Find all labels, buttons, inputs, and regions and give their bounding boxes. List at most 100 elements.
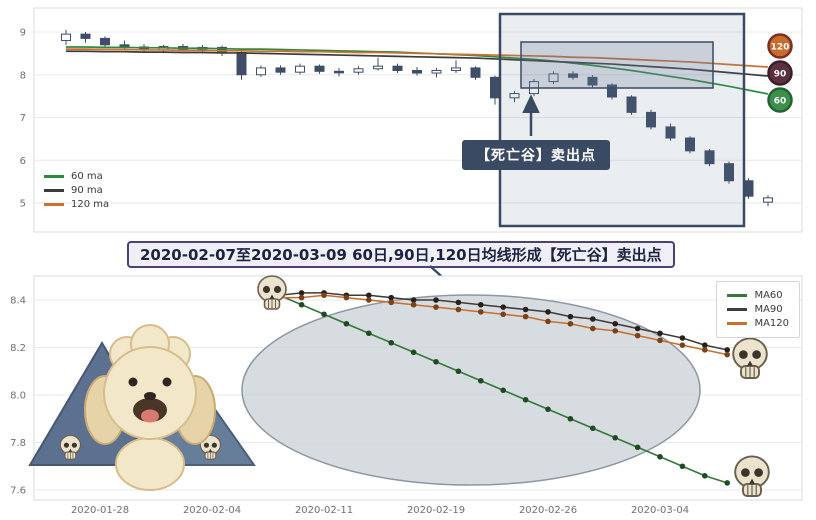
ma-marker-MA120 — [702, 347, 708, 353]
poodle-eye — [163, 378, 172, 387]
ma-marker-MA60 — [568, 416, 574, 422]
ma-marker-MA120 — [635, 333, 641, 339]
poodle-body — [116, 438, 184, 490]
ma-marker-MA60 — [344, 321, 350, 327]
legend-label-ma60: MA60 — [754, 290, 782, 301]
ma-marker-MA90 — [433, 297, 439, 303]
ma-marker-MA120 — [612, 328, 618, 334]
ma-marker-MA60 — [500, 387, 506, 393]
poodle-nose — [144, 392, 156, 400]
ma-marker-MA90 — [500, 304, 506, 310]
legend-entry-60ma: 60 ma — [44, 171, 109, 182]
ma-marker-MA90 — [657, 330, 663, 336]
ma-marker-MA120 — [680, 342, 686, 348]
ma-badge-120-label: 120 — [771, 43, 790, 53]
legend-swatch-ma90 — [727, 308, 747, 311]
svg-text:9: 9 — [20, 28, 26, 39]
ma-marker-MA60 — [478, 378, 484, 384]
ma-marker-MA60 — [657, 454, 663, 460]
ma-marker-MA120 — [388, 300, 394, 306]
ma-marker-MA60 — [456, 368, 462, 374]
svg-text:2020-02-11: 2020-02-11 — [295, 505, 353, 516]
ma-marker-MA90 — [523, 307, 529, 313]
ma-marker-MA90 — [635, 326, 641, 332]
ma-marker-MA120 — [500, 311, 506, 317]
ma-marker-MA120 — [433, 304, 439, 310]
ma-marker-MA120 — [478, 309, 484, 315]
ma-marker-MA120 — [568, 321, 574, 327]
svg-text:2020-02-26: 2020-02-26 — [519, 505, 577, 516]
ma-marker-MA120 — [366, 297, 372, 303]
ma-marker-MA120 — [321, 292, 327, 298]
ma-marker-MA120 — [456, 307, 462, 313]
legend-entry-90ma: 90 ma — [44, 185, 109, 196]
ma-marker-MA90 — [478, 302, 484, 308]
ma-marker-MA60 — [590, 425, 596, 431]
ma-badge-120: 120 — [769, 35, 792, 58]
ma-marker-MA90 — [680, 335, 686, 341]
ma-marker-MA60 — [321, 311, 327, 317]
ma-marker-MA90 — [545, 309, 551, 315]
svg-text:5: 5 — [20, 199, 26, 210]
poodle-tongue — [141, 410, 159, 423]
legend-label-90ma: 90 ma — [71, 185, 103, 196]
legend-swatch-120ma — [44, 203, 64, 206]
legend-label-60ma: 60 ma — [71, 171, 103, 182]
ma-marker-MA120 — [590, 326, 596, 332]
ma-marker-MA120 — [299, 295, 305, 301]
bottom-legend: MA60 MA90 MA120 — [716, 281, 800, 338]
top-legend: 60 ma 90 ma 120 ma — [44, 168, 109, 213]
svg-text:8.2: 8.2 — [10, 343, 26, 354]
legend-swatch-ma60 — [727, 294, 747, 297]
ma-marker-MA60 — [299, 302, 305, 308]
death-valley-sell-badge: 【死亡谷】卖出点 — [462, 140, 610, 170]
ma-marker-MA60 — [724, 480, 730, 486]
ma-badge-90: 90 — [769, 62, 792, 85]
ma-badge-60: 60 — [769, 89, 792, 112]
ma-marker-MA60 — [523, 397, 529, 403]
legend-swatch-60ma — [44, 175, 64, 178]
ma-marker-MA120 — [344, 295, 350, 301]
ma-marker-MA90 — [568, 314, 574, 320]
ma-badge-90-label: 90 — [774, 70, 787, 80]
svg-text:2020-03-04: 2020-03-04 — [631, 505, 689, 516]
ma-marker-MA60 — [702, 473, 708, 479]
ma-marker-MA60 — [388, 340, 394, 346]
ma-marker-MA60 — [411, 349, 417, 355]
ma-marker-MA60 — [366, 330, 372, 336]
ma-marker-MA120 — [523, 314, 529, 320]
ma-marker-MA60 — [612, 435, 618, 441]
svg-text:6: 6 — [20, 156, 26, 167]
ma-marker-MA120 — [411, 302, 417, 308]
death-valley-title-annotation: 2020-02-07至2020-03-09 60日,90日,120日均线形成【死… — [127, 241, 675, 268]
ma-marker-MA90 — [456, 300, 462, 306]
legend-label-ma120: MA120 — [754, 318, 789, 329]
ma-marker-MA90 — [612, 321, 618, 327]
ma-badge-60-label: 60 — [774, 97, 787, 107]
legend-entry-ma120: MA120 — [727, 318, 789, 329]
legend-entry-ma60: MA60 — [727, 290, 789, 301]
legend-label-ma90: MA90 — [754, 304, 782, 315]
legend-label-120ma: 120 ma — [71, 199, 109, 210]
ma-cross-highlight-box — [521, 42, 713, 88]
svg-text:2020-01-28: 2020-01-28 — [71, 505, 129, 516]
legend-swatch-ma120 — [727, 322, 747, 325]
svg-text:7.6: 7.6 — [10, 486, 26, 497]
poodle-eye — [129, 378, 138, 387]
ma-marker-MA60 — [545, 406, 551, 412]
ma-marker-MA120 — [657, 338, 663, 344]
legend-swatch-90ma — [44, 189, 64, 192]
svg-text:8.4: 8.4 — [10, 296, 26, 307]
death-valley-ellipse — [242, 295, 700, 485]
death-valley-figure: 98765 120 90 60 60 ma 90 ma — [0, 0, 816, 520]
svg-text:7.8: 7.8 — [10, 438, 26, 449]
ma-marker-MA60 — [635, 444, 641, 450]
ma-marker-MA120 — [724, 352, 730, 358]
legend-entry-ma90: MA90 — [727, 304, 789, 315]
svg-text:8.0: 8.0 — [10, 391, 26, 402]
ma-marker-MA60 — [680, 463, 686, 469]
bottom-ma-line-chart: 8.48.28.07.87.62020-01-282020-02-042020-… — [0, 268, 816, 520]
top-candlestick-chart: 98765 120 90 60 — [0, 0, 816, 240]
svg-text:2020-02-19: 2020-02-19 — [407, 505, 465, 516]
ma-marker-MA60 — [433, 359, 439, 365]
